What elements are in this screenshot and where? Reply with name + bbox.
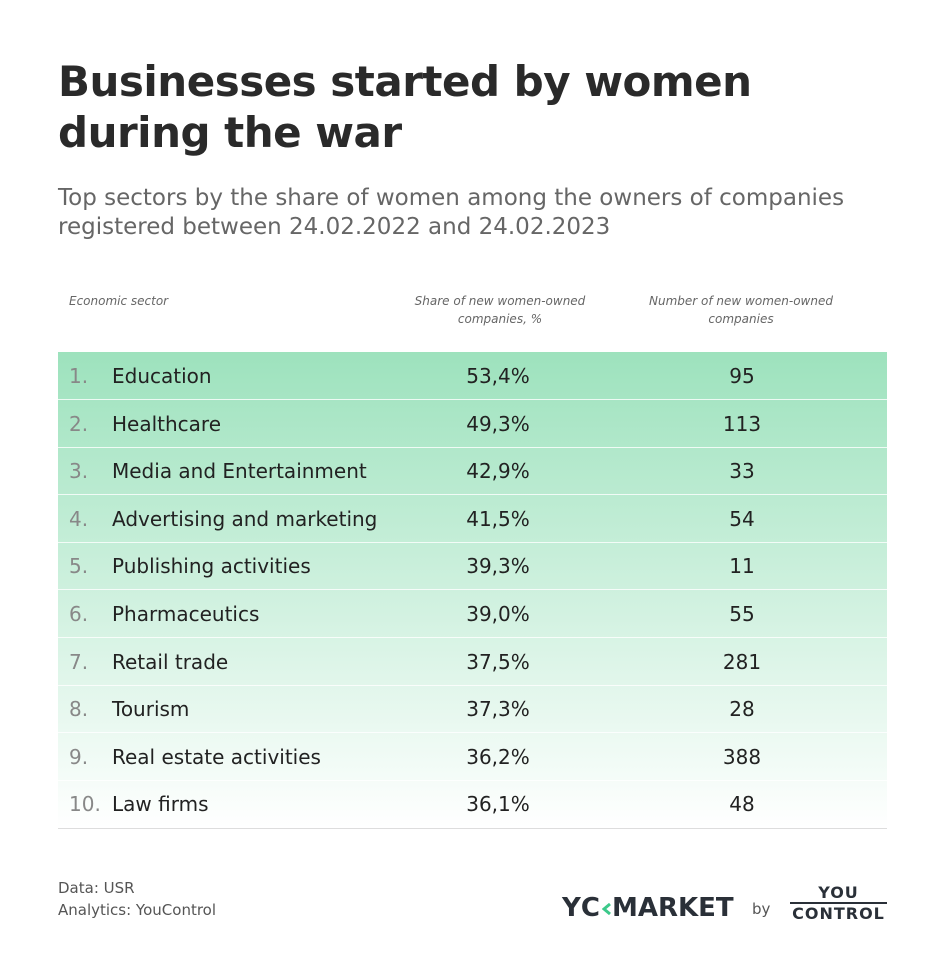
column-header: Share of new women-owned companies, %	[414, 294, 586, 326]
row-number: 6.	[69, 602, 89, 626]
row-number: 9.	[69, 744, 89, 769]
by: by	[752, 900, 771, 918]
table-row: 3. Media and Entertainment 42,9% 33	[58, 447, 887, 496]
count: 54	[729, 506, 755, 531]
share: 41,5%	[466, 506, 530, 531]
count: 388	[722, 744, 762, 769]
logo-right: YOU	[790, 883, 887, 904]
share: 37,5%	[466, 649, 530, 674]
row-number: 3.	[69, 459, 89, 484]
share: 39,0%	[466, 602, 530, 626]
share: 36,2%	[466, 744, 530, 769]
count: 48	[729, 792, 755, 817]
share: 49,3%	[466, 411, 530, 436]
title: Businesses started by women during the w…	[58, 57, 752, 157]
share: 53,4%	[466, 364, 530, 388]
count: 28	[729, 697, 755, 722]
share: 37,3%	[466, 697, 530, 722]
logo-left: MARKET	[612, 893, 734, 923]
row-number: 10.	[69, 792, 101, 817]
sector: Media and Entertainment	[112, 459, 367, 484]
logo-mark	[602, 903, 611, 915]
row-number: 1.	[69, 364, 89, 388]
subtitle: Top sectors by the share of women among …	[58, 185, 845, 240]
sector: Publishing activities	[112, 554, 311, 579]
logo-left: YC	[562, 893, 601, 923]
analytics: Analytics: YouControl	[58, 901, 217, 919]
table-row: 8. Tourism 37,3% 28	[58, 685, 887, 734]
column-header: Number of new women-owned companies	[649, 294, 833, 326]
source: Data: USR	[58, 879, 135, 897]
count: 113	[722, 411, 762, 436]
share: 36,1%	[466, 792, 530, 817]
sector: Advertising and marketing	[112, 506, 378, 531]
share: 42,9%	[466, 459, 530, 484]
table-row: 7. Retail trade 37,5% 281	[58, 638, 887, 686]
logo-right: CONTROL	[792, 904, 885, 923]
table-row: 10. Law firms 36,1% 48	[58, 780, 887, 827]
sector: Real estate activities	[112, 744, 321, 769]
table-row: 4. Advertising and marketing 41,5% 54	[58, 495, 887, 543]
row-number: 8.	[69, 697, 89, 722]
table-row: 6. Pharmaceutics 39,0% 55	[58, 590, 887, 638]
table: 1. Education 53,4% 95 2. Healthcare 49,3% 113 3.…	[58, 352, 887, 829]
sector: Law firms	[112, 792, 209, 817]
table-row: 5. Publishing activities 39,3% 11	[58, 542, 887, 591]
share: 39,3%	[466, 554, 530, 579]
table-row: 2. Healthcare 49,3% 113	[58, 400, 887, 448]
sector: Education	[112, 364, 212, 388]
row-number: 2.	[69, 411, 89, 436]
sector: Retail trade	[112, 649, 229, 674]
column-header: Economic sector	[69, 294, 169, 308]
sector: Pharmaceutics	[112, 602, 260, 626]
sector: Healthcare	[112, 411, 222, 436]
row-number: 7.	[69, 649, 89, 674]
row-number: 5.	[69, 554, 89, 579]
count: 33	[729, 459, 755, 484]
count: 281	[722, 649, 762, 674]
table-row: 9. Real estate activities 36,2% 388	[58, 733, 887, 781]
count: 55	[729, 602, 755, 626]
row-number: 4.	[69, 506, 89, 531]
count: 95	[729, 364, 755, 388]
table-row: 1. Education 53,4% 95	[58, 352, 887, 400]
count: 11	[729, 554, 755, 579]
sector: Tourism	[112, 697, 190, 722]
